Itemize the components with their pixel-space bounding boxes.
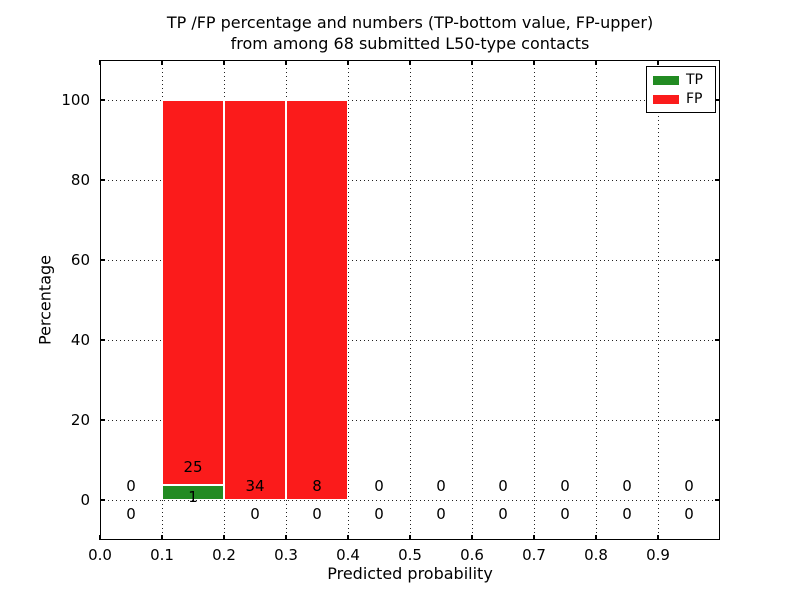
x-gridline — [657, 60, 659, 540]
bar-value-label: 25 — [183, 458, 203, 476]
y-tick-left — [100, 499, 105, 501]
bar-value-label: 0 — [560, 505, 570, 523]
bar-fp — [162, 100, 224, 485]
x-tick-top — [99, 60, 101, 65]
x-gridline — [471, 60, 473, 540]
bar-value-label: 0 — [250, 505, 260, 523]
x-tick-bottom — [99, 535, 101, 540]
x-tick-top — [533, 60, 535, 65]
y-tick-right — [715, 419, 720, 421]
x-tick-label: 0.5 — [398, 546, 422, 564]
bar-value-label: 0 — [684, 505, 694, 523]
x-tick-bottom — [533, 535, 535, 540]
y-tick-left — [100, 419, 105, 421]
x-tick-bottom — [223, 535, 225, 540]
y-tick-left — [100, 339, 105, 341]
bar-value-label: 1 — [188, 488, 198, 506]
x-tick-label: 0.4 — [336, 546, 360, 564]
y-tick-label: 20 — [70, 411, 90, 429]
bar-value-label: 0 — [560, 477, 570, 495]
y-tick-right — [715, 99, 720, 101]
x-tick-bottom — [161, 535, 163, 540]
x-tick-bottom — [285, 535, 287, 540]
bar-value-label: 34 — [245, 477, 265, 495]
bar-value-label: 0 — [684, 477, 694, 495]
y-tick-label: 40 — [70, 331, 90, 349]
x-tick-top — [223, 60, 225, 65]
y-tick-left — [100, 259, 105, 261]
x-tick-label: 0.0 — [88, 546, 112, 564]
bar-value-label: 0 — [312, 505, 322, 523]
legend-item-fp: FP — [653, 91, 709, 107]
plot-area: 0 25 34 8 0 0 0 0 0 0 0 1 0 0 0 0 0 0 0 0 — [99, 60, 720, 540]
y-tick-right — [715, 259, 720, 261]
x-tick-bottom — [657, 535, 659, 540]
x-gridline — [595, 60, 597, 540]
bar-tp — [162, 484, 224, 500]
bar-value-label: 0 — [622, 505, 632, 523]
y-tick-label: 100 — [61, 91, 90, 109]
y-tick-left — [100, 99, 105, 101]
x-tick-top — [595, 60, 597, 65]
x-tick-bottom — [595, 535, 597, 540]
tp-legend-label: TP — [686, 72, 703, 88]
y-tick-left — [100, 179, 105, 181]
x-gridline — [533, 60, 535, 540]
x-tick-top — [285, 60, 287, 65]
y-tick-label: 60 — [70, 251, 90, 269]
bar-value-label: 8 — [312, 477, 322, 495]
y-tick-right — [715, 179, 720, 181]
x-tick-label: 0.2 — [212, 546, 236, 564]
bar-value-label: 0 — [498, 477, 508, 495]
chart-title-line1: TP /FP percentage and numbers (TP-bottom… — [166, 13, 654, 32]
x-tick-top — [161, 60, 163, 65]
x-axis-label: Predicted probability — [327, 564, 493, 583]
x-tick-bottom — [347, 535, 349, 540]
y-tick-label: 80 — [70, 171, 90, 189]
x-tick-label: 0.6 — [460, 546, 484, 564]
bar-value-label: 0 — [436, 477, 446, 495]
x-tick-top — [347, 60, 349, 65]
x-tick-label: 0.3 — [274, 546, 298, 564]
bar-value-label: 0 — [498, 505, 508, 523]
x-tick-top — [657, 60, 659, 65]
bar-value-label: 0 — [374, 505, 384, 523]
chart-title: TP /FP percentage and numbers (TP-bottom… — [100, 12, 720, 54]
x-gridline — [347, 60, 349, 540]
bar-fp — [224, 100, 286, 500]
y-tick-right — [715, 499, 720, 501]
bar-fp — [286, 100, 348, 500]
y-tick-right — [715, 339, 720, 341]
fp-legend-swatch — [653, 94, 679, 104]
x-tick-bottom — [409, 535, 411, 540]
legend: TP FP — [646, 66, 716, 113]
x-tick-label: 0.9 — [646, 546, 670, 564]
fp-legend-label: FP — [686, 91, 703, 107]
x-tick-label: 0.1 — [150, 546, 174, 564]
x-gridline — [409, 60, 411, 540]
bar-value-label: 0 — [126, 505, 136, 523]
bar-value-label: 0 — [126, 477, 136, 495]
x-tick-top — [471, 60, 473, 65]
bar-value-label: 0 — [374, 477, 384, 495]
x-tick-label: 0.7 — [522, 546, 546, 564]
chart-title-line2: from among 68 submitted L50-type contact… — [230, 34, 590, 53]
bar-value-label: 0 — [622, 477, 632, 495]
y-tick-label: 0 — [80, 491, 90, 509]
x-tick-label: 0.8 — [584, 546, 608, 564]
bar-value-label: 0 — [436, 505, 446, 523]
legend-item-tp: TP — [653, 72, 709, 88]
x-tick-bottom — [471, 535, 473, 540]
tp-legend-swatch — [653, 75, 679, 85]
x-tick-top — [409, 60, 411, 65]
